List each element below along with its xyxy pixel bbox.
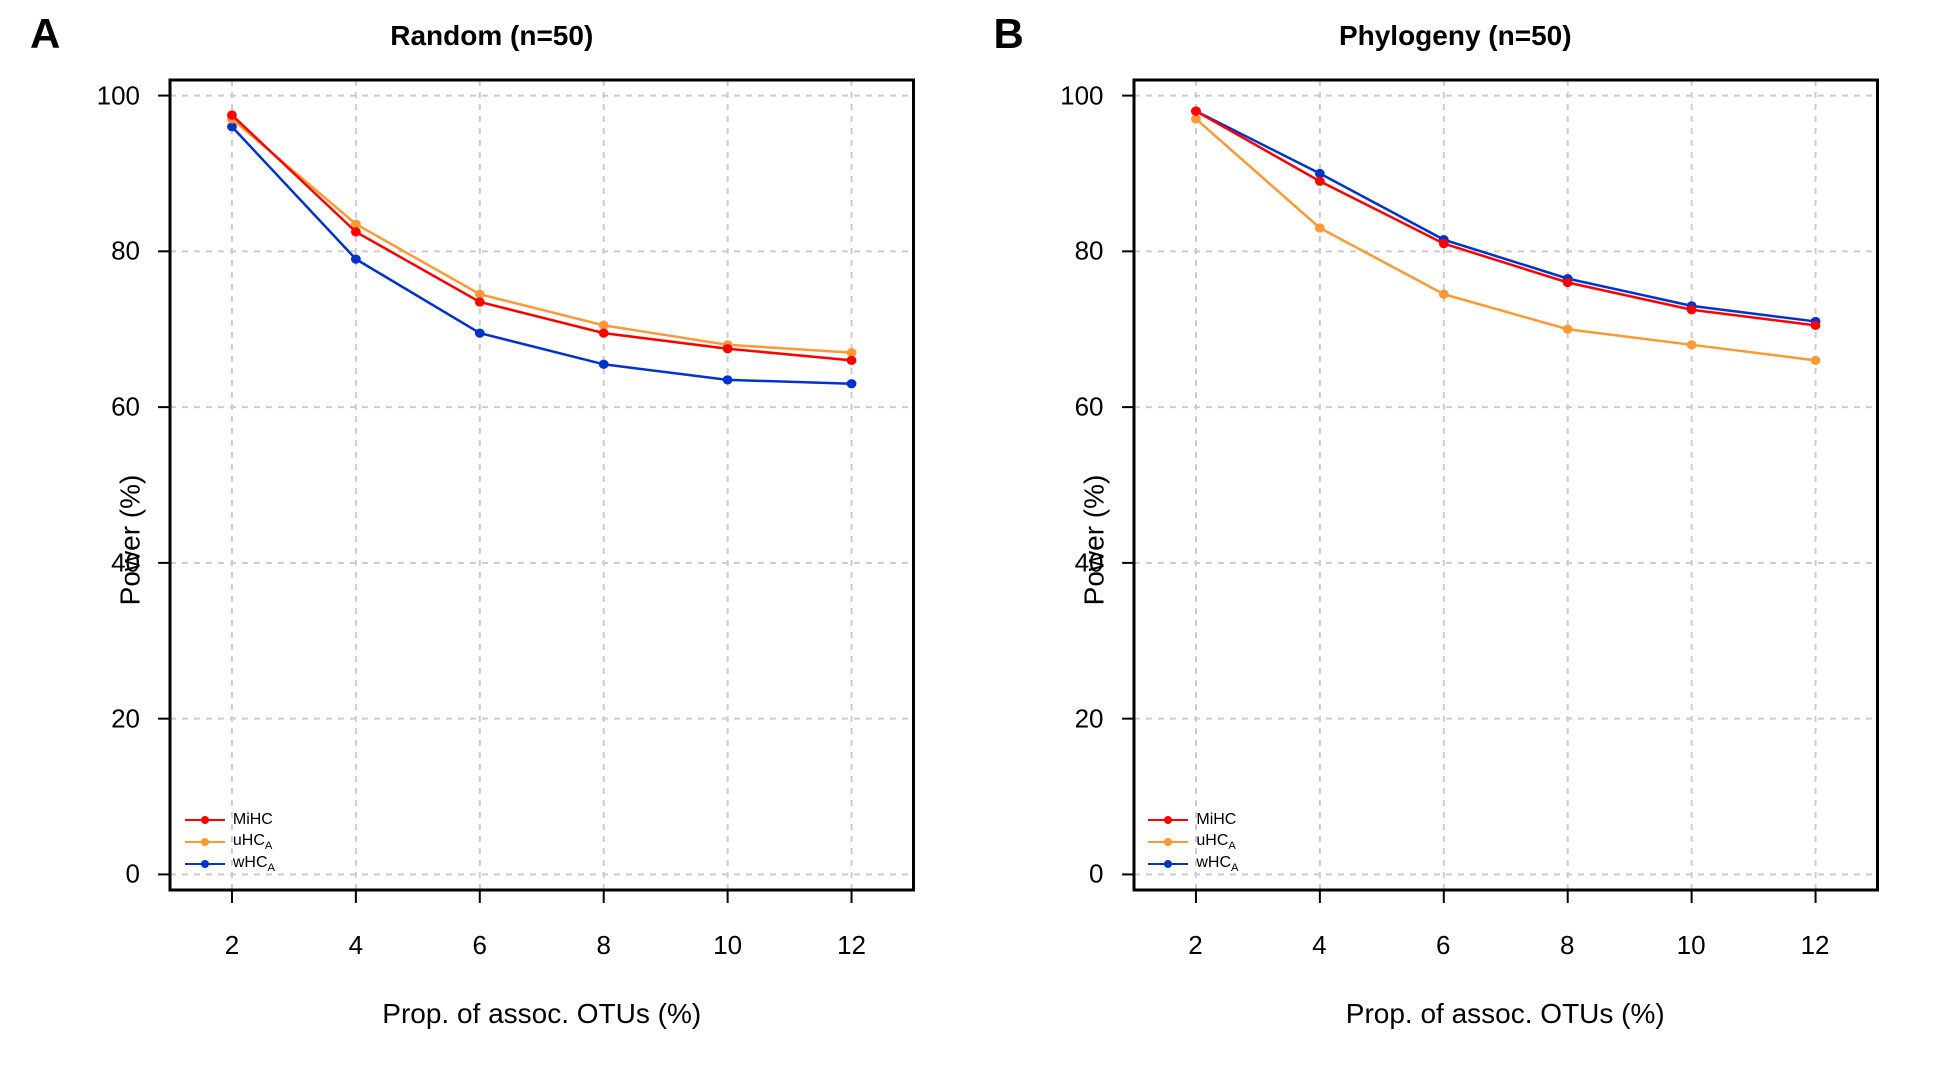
- y-tick-label: 80: [111, 236, 140, 267]
- legend-label-text: wHC: [233, 854, 268, 871]
- series-marker-MiHC: [1191, 107, 1201, 116]
- legend-row-MiHC: MiHC: [185, 809, 275, 831]
- series-marker-uHCA: [1562, 325, 1572, 334]
- legend-label: wHCA: [1196, 854, 1238, 874]
- series-marker-MiHC: [1810, 321, 1820, 330]
- series-line-wHCA: [1195, 111, 1815, 321]
- plot-border: [170, 80, 914, 890]
- legend-swatch: [185, 857, 225, 871]
- legend-swatch: [185, 835, 225, 849]
- series-marker-MiHC: [1562, 278, 1572, 287]
- y-tick-label: 60: [111, 392, 140, 423]
- x-tick-label: 8: [596, 930, 610, 961]
- y-tick-label: 80: [1075, 236, 1104, 267]
- legend-dot-icon: [201, 838, 209, 846]
- series-marker-MiHC: [1314, 177, 1324, 186]
- x-axis-label: Prop. of assoc. OTUs (%): [1134, 998, 1878, 1030]
- legend-swatch: [185, 813, 225, 827]
- x-tick-label: 10: [713, 930, 742, 961]
- figure-root: ARandom (n=50)02040608010024681012MiHCuH…: [0, 0, 1947, 1080]
- series-marker-MiHC: [1438, 239, 1448, 248]
- x-tick-label: 2: [225, 930, 239, 961]
- y-tick-label: 100: [1060, 80, 1103, 111]
- legend-label-text: wHC: [1196, 854, 1231, 871]
- legend-label-text: uHC: [1196, 832, 1228, 849]
- legend-dot-icon: [1164, 860, 1172, 868]
- legend-dot-icon: [201, 816, 209, 824]
- legend-label: MiHC: [233, 811, 273, 829]
- x-tick-label: 12: [837, 930, 866, 961]
- legend-dot-icon: [201, 860, 209, 868]
- legend-label-sub: A: [1231, 862, 1238, 874]
- y-tick-label: 100: [97, 80, 140, 111]
- series-marker-wHCA: [723, 375, 733, 384]
- x-tick-label: 2: [1188, 930, 1202, 961]
- legend-label-text: uHC: [233, 832, 265, 849]
- panel-b: BPhylogeny (n=50)02040608010024681012MiH…: [974, 10, 1938, 1070]
- legend-label: uHCA: [1196, 832, 1235, 852]
- x-axis-label: Prop. of assoc. OTUs (%): [170, 998, 914, 1030]
- series-line-wHCA: [232, 127, 852, 384]
- plot-border: [1134, 80, 1878, 890]
- y-tick-label: 0: [126, 859, 140, 890]
- series-marker-MiHC: [475, 297, 485, 306]
- series-marker-uHCA: [1810, 356, 1820, 365]
- series-marker-MiHC: [599, 329, 609, 338]
- series-line-MiHC: [232, 115, 852, 360]
- panel-title: Random (n=50): [10, 20, 974, 52]
- y-axis-label: Power (%): [114, 475, 146, 606]
- legend-row-wHCA: wHCA: [1148, 853, 1238, 875]
- legend-row-wHCA: wHCA: [185, 853, 275, 875]
- legend-swatch: [1148, 835, 1188, 849]
- panel-title: Phylogeny (n=50): [974, 20, 1938, 52]
- legend-label-sub: A: [268, 862, 275, 874]
- y-axis-label: Power (%): [1078, 475, 1110, 606]
- legend-label: wHCA: [233, 854, 275, 874]
- x-tick-label: 12: [1801, 930, 1830, 961]
- series-marker-MiHC: [351, 227, 361, 236]
- plot-svg: [1134, 80, 1878, 890]
- y-tick-label: 0: [1089, 859, 1103, 890]
- series-marker-MiHC: [1686, 305, 1696, 314]
- series-marker-uHCA: [1314, 223, 1324, 232]
- legend-dot-icon: [1164, 838, 1172, 846]
- legend-row-uHCA: uHCA: [185, 831, 275, 853]
- series-marker-MiHC: [723, 344, 733, 353]
- x-tick-label: 6: [473, 930, 487, 961]
- x-tick-label: 10: [1677, 930, 1706, 961]
- series-marker-wHCA: [351, 255, 361, 264]
- legend-label-sub: A: [265, 840, 272, 852]
- plot-area: 02040608010024681012MiHCuHCAwHCA: [1134, 80, 1878, 890]
- series-marker-wHCA: [599, 360, 609, 369]
- series-marker-uHCA: [1686, 340, 1696, 349]
- series-marker-MiHC: [847, 356, 857, 365]
- legend-row-uHCA: uHCA: [1148, 831, 1238, 853]
- x-tick-label: 4: [1312, 930, 1326, 961]
- y-tick-label: 20: [1075, 703, 1104, 734]
- legend-dot-icon: [1164, 816, 1172, 824]
- x-tick-label: 8: [1560, 930, 1574, 961]
- legend-swatch: [1148, 813, 1188, 827]
- series-marker-uHCA: [1438, 290, 1448, 299]
- series-marker-wHCA: [847, 379, 857, 388]
- legend-label: uHCA: [233, 832, 272, 852]
- legend-swatch: [1148, 857, 1188, 871]
- legend: MiHCuHCAwHCA: [185, 809, 275, 875]
- legend: MiHCuHCAwHCA: [1148, 809, 1238, 875]
- x-tick-label: 4: [349, 930, 363, 961]
- series-marker-MiHC: [227, 110, 237, 119]
- series-line-MiHC: [1195, 111, 1815, 325]
- series-marker-wHCA: [475, 329, 485, 338]
- series-line-uHCA: [1195, 119, 1815, 360]
- legend-label-sub: A: [1228, 840, 1235, 852]
- panel-a: ARandom (n=50)02040608010024681012MiHCuH…: [10, 10, 974, 1070]
- y-tick-label: 20: [111, 703, 140, 734]
- plot-svg: [170, 80, 914, 890]
- plot-area: 02040608010024681012MiHCuHCAwHCA: [170, 80, 914, 890]
- x-tick-label: 6: [1436, 930, 1450, 961]
- legend-label: MiHC: [1196, 811, 1236, 829]
- legend-row-MiHC: MiHC: [1148, 809, 1238, 831]
- y-tick-label: 60: [1075, 392, 1104, 423]
